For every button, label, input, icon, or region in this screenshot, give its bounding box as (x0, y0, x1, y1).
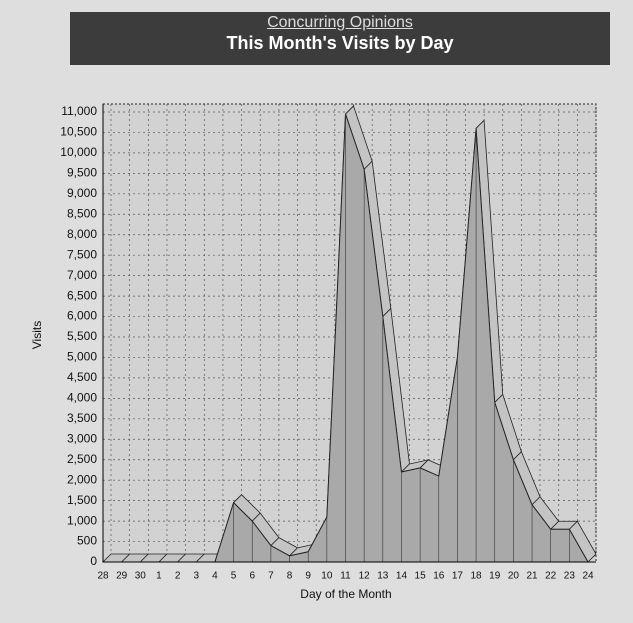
y-tick-label: 9,000 (67, 186, 97, 200)
x-tick-label: 8 (287, 571, 293, 582)
y-tick-label: 1,000 (67, 513, 97, 527)
x-tick-label: 11 (340, 571, 351, 582)
chart-title: This Month's Visits by Day (226, 33, 454, 53)
x-tick-label: 28 (97, 571, 109, 582)
y-tick-label: 3,500 (67, 411, 97, 425)
x-tick-label: 15 (415, 571, 427, 582)
x-tick-label: 6 (249, 571, 255, 582)
x-tick-label: 23 (564, 571, 576, 582)
x-tick-label: 7 (268, 571, 274, 582)
y-tick-label: 4,000 (67, 391, 97, 405)
y-tick-label: 6,000 (67, 309, 97, 323)
y-tick-label: 2,500 (67, 452, 97, 466)
y-tick-label: 7,500 (67, 247, 97, 261)
y-tick-label: 11,000 (61, 104, 97, 118)
y-tick-label: 8,500 (67, 206, 97, 220)
x-axis-title: Day of the Month (300, 587, 391, 601)
x-tick-label: 5 (231, 571, 237, 582)
y-tick-label: 4,500 (67, 370, 97, 384)
x-tick-label: 14 (396, 571, 408, 582)
x-tick-label: 2 (175, 571, 181, 582)
x-tick-label: 21 (526, 571, 538, 582)
y-tick-label: 10,000 (60, 145, 97, 159)
x-tick-label: 13 (377, 571, 389, 582)
y-axis-title: Visits (30, 321, 44, 349)
x-tick-label: 16 (433, 571, 445, 582)
y-tick-label: 3,000 (67, 431, 97, 445)
x-tick-label: 29 (116, 571, 128, 582)
x-tick-label: 24 (582, 571, 594, 582)
x-tick-label: 17 (452, 571, 464, 582)
y-tick-label: 9,500 (67, 166, 97, 180)
y-tick-label: 2,000 (67, 472, 97, 486)
y-tick-label: 7,000 (67, 268, 97, 282)
y-tick-label: 5,500 (67, 329, 97, 343)
y-tick-label: 500 (77, 534, 97, 548)
y-tick-label: 1,500 (67, 493, 97, 507)
y-tick-label: 0 (90, 554, 97, 568)
header: Concurring Opinions This Month's Visits … (70, 12, 610, 65)
y-tick-label: 6,500 (67, 288, 97, 302)
x-tick-label: 12 (359, 571, 371, 582)
x-tick-label: 22 (545, 571, 557, 582)
x-tick-label: 20 (508, 571, 520, 582)
x-tick-label: 30 (135, 571, 147, 582)
y-tick-label: 10,500 (60, 125, 97, 139)
x-tick-label: 19 (489, 571, 501, 582)
y-tick-label: 5,000 (67, 350, 97, 364)
site-link[interactable]: Concurring Opinions (267, 14, 413, 31)
x-tick-label: 10 (321, 571, 333, 582)
x-tick-label: 4 (212, 571, 218, 582)
x-tick-label: 1 (156, 571, 162, 582)
y-tick-label: 8,000 (67, 227, 97, 241)
x-tick-label: 3 (193, 571, 199, 582)
x-tick-label: 18 (471, 571, 483, 582)
x-tick-label: 9 (305, 571, 311, 582)
